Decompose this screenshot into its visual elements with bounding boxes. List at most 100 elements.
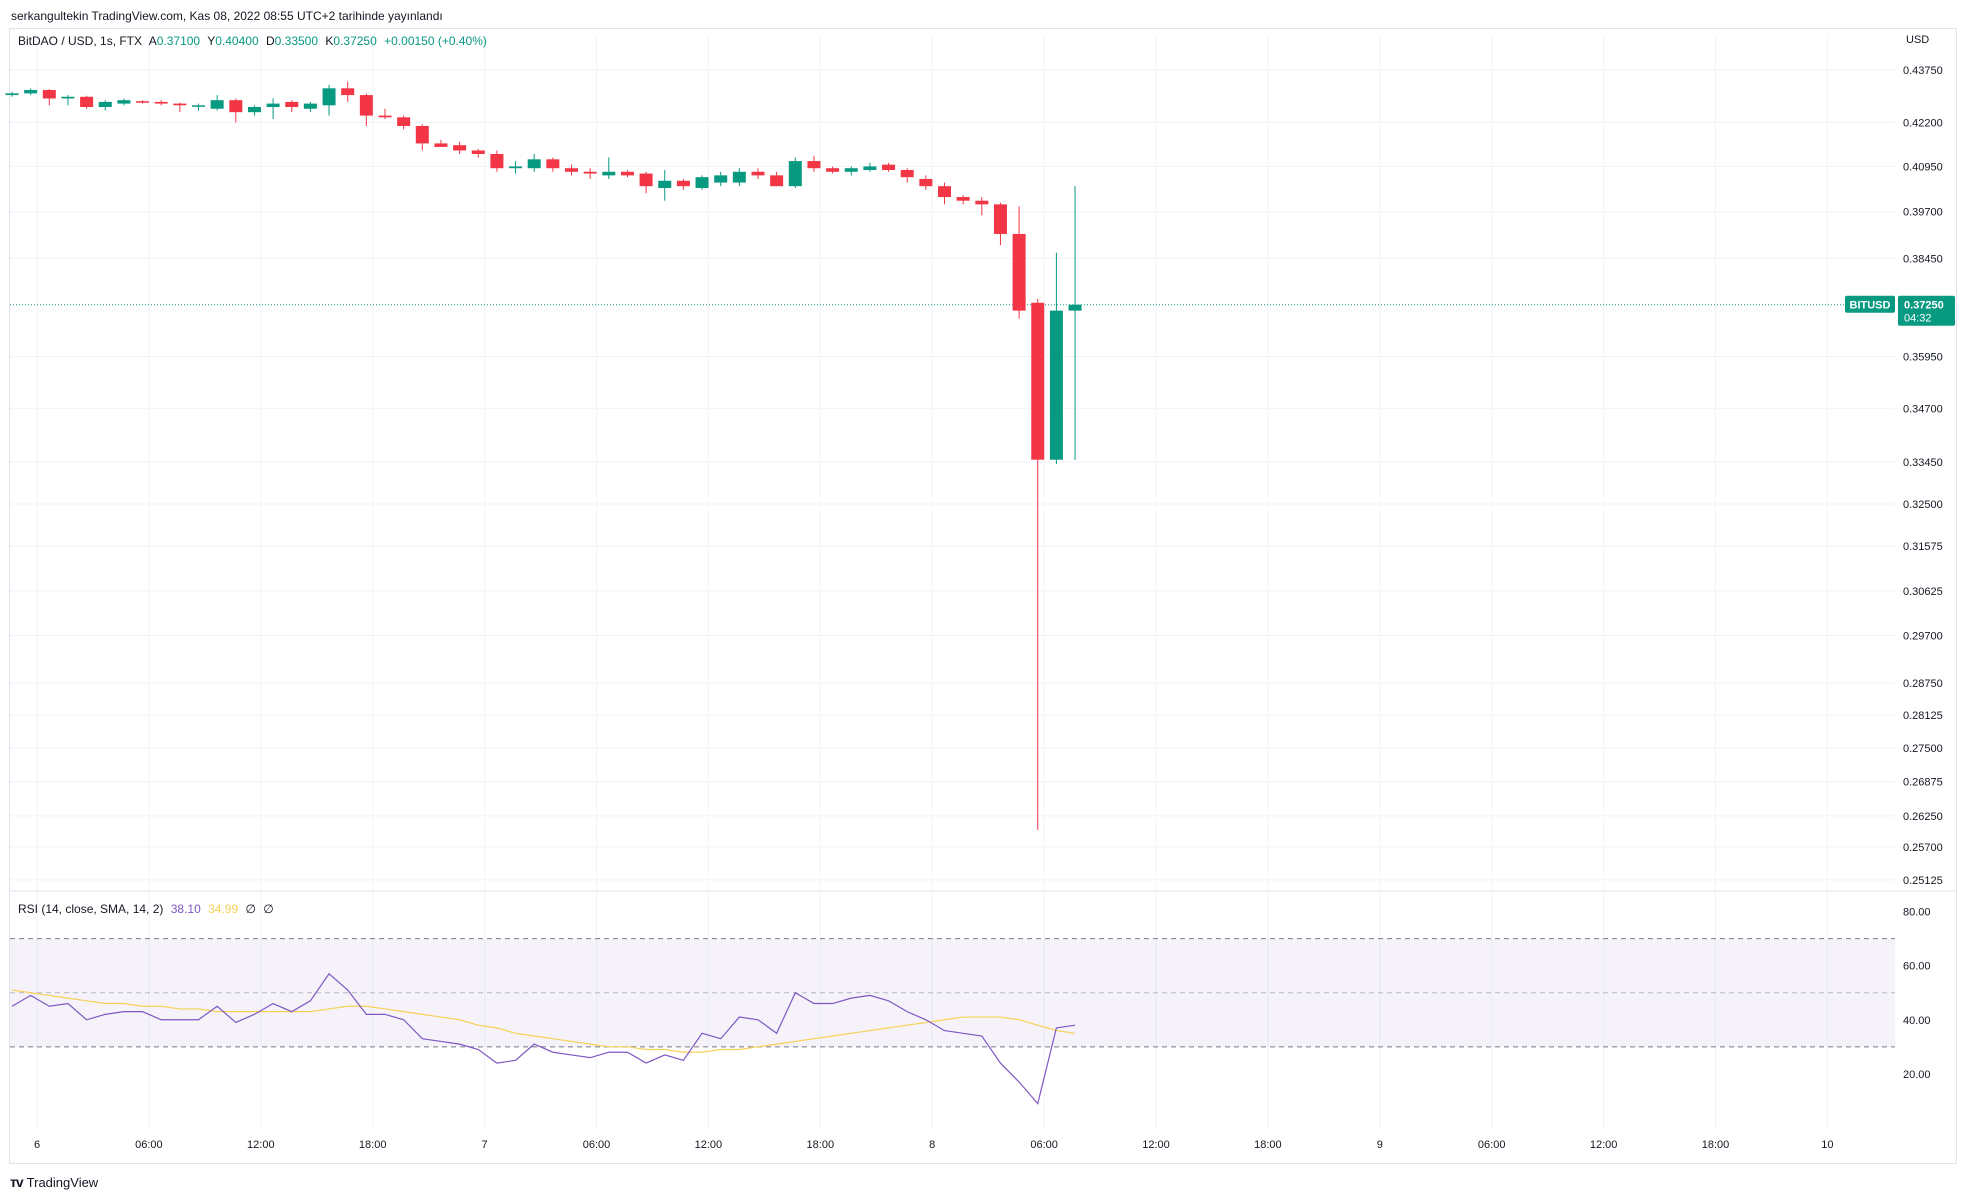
- candle-body: [434, 143, 448, 147]
- candle[interactable]: [863, 162, 877, 172]
- publisher-note: serkangultekin TradingView.com, Kas 08, …: [11, 9, 443, 23]
- candle-body: [900, 169, 914, 178]
- candle[interactable]: [676, 178, 690, 190]
- candle-body: [751, 171, 765, 176]
- candle[interactable]: [565, 164, 578, 176]
- candle[interactable]: [210, 95, 224, 111]
- candle[interactable]: [546, 157, 560, 172]
- rsi-line: [11, 972, 1076, 1105]
- candle-body: [509, 166, 523, 169]
- candle[interactable]: [490, 150, 504, 172]
- price-tick-label: 0.26250: [1903, 811, 1943, 823]
- rsi-title[interactable]: RSI (14, close, SMA, 14, 2): [18, 902, 164, 916]
- tradingview-brand[interactable]: ᴛᴠ TradingView: [10, 1174, 98, 1190]
- change-value: +0.00150 (+0.40%): [384, 34, 487, 48]
- candle[interactable]: [173, 102, 187, 113]
- candle[interactable]: [136, 100, 150, 104]
- candle-body: [714, 175, 728, 183]
- candle[interactable]: [341, 81, 355, 102]
- candle[interactable]: [658, 169, 672, 201]
- candle-body: [993, 204, 1007, 234]
- candle[interactable]: [80, 95, 94, 109]
- candle-body: [80, 96, 94, 108]
- candle[interactable]: [471, 148, 485, 158]
- candle[interactable]: [583, 168, 597, 179]
- candle-body: [154, 101, 168, 104]
- price-tag-countdown: 04:32: [1904, 313, 1932, 325]
- candle[interactable]: [807, 155, 821, 172]
- candle-body: [732, 171, 746, 183]
- price-tick-label: 0.30625: [1903, 586, 1943, 598]
- candle[interactable]: [1012, 206, 1026, 319]
- candle[interactable]: [844, 166, 858, 176]
- candle[interactable]: [882, 162, 896, 172]
- candle-body: [770, 175, 784, 187]
- candle[interactable]: [938, 182, 951, 205]
- candle[interactable]: [509, 161, 523, 174]
- candle-body: [1031, 302, 1045, 460]
- candle[interactable]: [751, 168, 765, 179]
- close-value: 0.37250: [333, 34, 377, 48]
- rsi-legend: RSI (14, close, SMA, 14, 2) 38.10 34.99 …: [18, 902, 278, 916]
- candle[interactable]: [1031, 298, 1045, 830]
- time-tick-label: 12:00: [695, 1139, 723, 1151]
- candle[interactable]: [397, 115, 411, 130]
- candle[interactable]: [247, 105, 261, 116]
- price-tick-label: 0.42200: [1903, 118, 1943, 130]
- candle[interactable]: [285, 100, 299, 113]
- candle[interactable]: [714, 171, 728, 187]
- candle[interactable]: [322, 84, 336, 116]
- candle[interactable]: [826, 166, 840, 174]
- price-tick-label: 0.26875: [1903, 777, 1943, 789]
- candle-body: [919, 178, 933, 187]
- candle-body: [1012, 233, 1026, 311]
- time-tick-label: 18:00: [1702, 1139, 1730, 1151]
- candle[interactable]: [192, 103, 205, 111]
- candle[interactable]: [732, 168, 746, 187]
- price-tick-label: 0.32500: [1903, 499, 1943, 511]
- candle[interactable]: [770, 171, 784, 187]
- candle[interactable]: [24, 88, 38, 96]
- candle[interactable]: [453, 141, 467, 154]
- candle[interactable]: [378, 108, 392, 120]
- candle[interactable]: [229, 98, 243, 123]
- candle[interactable]: [1068, 186, 1082, 460]
- candle[interactable]: [527, 153, 541, 172]
- candle[interactable]: [154, 100, 168, 106]
- time-tick-label: 06:00: [1478, 1139, 1506, 1151]
- candle[interactable]: [266, 98, 280, 120]
- price-tick-label: 0.43750: [1903, 65, 1943, 77]
- candle-body: [210, 100, 224, 109]
- candle[interactable]: [359, 93, 373, 126]
- price-tick-label: 0.25125: [1903, 875, 1943, 887]
- candle[interactable]: [42, 88, 56, 106]
- candle[interactable]: [975, 197, 989, 216]
- candle-body: [844, 168, 858, 172]
- candle[interactable]: [956, 195, 970, 205]
- candle[interactable]: [900, 168, 914, 183]
- candle[interactable]: [98, 100, 112, 111]
- candle[interactable]: [1049, 252, 1063, 465]
- rsi-value: 38.10: [170, 902, 201, 916]
- candle-body: [453, 145, 467, 151]
- candle[interactable]: [434, 139, 448, 147]
- candle[interactable]: [993, 202, 1007, 246]
- candle[interactable]: [415, 124, 429, 151]
- candle[interactable]: [620, 169, 634, 178]
- candle[interactable]: [919, 175, 933, 190]
- price-tick-label: 0.34700: [1903, 403, 1943, 415]
- candle-body: [229, 100, 243, 113]
- candle[interactable]: [303, 101, 317, 113]
- brand-name: TradingView: [26, 1174, 99, 1190]
- candle[interactable]: [117, 98, 131, 106]
- candle[interactable]: [788, 157, 802, 188]
- rsi-tick-label: 20.00: [1903, 1069, 1931, 1081]
- candle[interactable]: [639, 171, 653, 194]
- candle[interactable]: [695, 175, 709, 190]
- symbol-label[interactable]: BitDAO / USD, 1s, FTX: [18, 34, 143, 48]
- candle-body: [322, 88, 336, 106]
- candle[interactable]: [602, 157, 616, 179]
- candle[interactable]: [61, 95, 75, 106]
- candle[interactable]: [5, 91, 19, 97]
